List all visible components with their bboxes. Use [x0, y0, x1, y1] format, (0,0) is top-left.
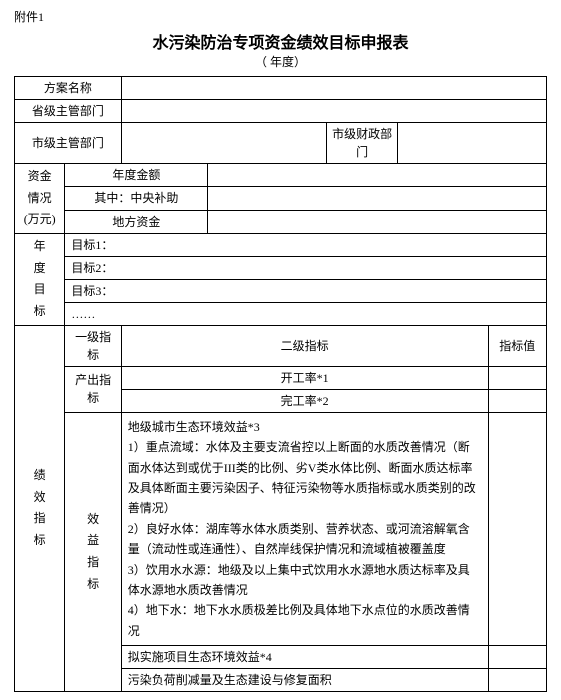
table-row: 方案名称 — [15, 77, 547, 100]
target-1: 目标1： — [65, 233, 547, 256]
performance-label: 绩 效 指 标 — [15, 325, 65, 691]
benefit-indicator-label: 效 益 指 标 — [65, 412, 121, 691]
year-target-char: 年 — [19, 236, 60, 258]
table-row: 效 益 指 标 地级城市生态环境效益*3 1）重点流域：水体及主要支流省控以上断… — [15, 412, 547, 645]
perf-char: 效 — [19, 487, 60, 509]
city-finance-dept-value — [397, 123, 546, 164]
pollution-reduction-value — [488, 669, 547, 692]
benefit-char: 益 — [69, 530, 116, 552]
perf-char: 标 — [19, 530, 60, 552]
level1-header: 一级指标 — [65, 325, 121, 366]
value-header: 指标值 — [488, 325, 547, 366]
project-benefit: 拟实施项目生态环境效益*4 — [121, 646, 488, 669]
finish-rate-value — [488, 389, 547, 412]
fund-label-line: (万元) — [19, 209, 60, 231]
benefit-char: 效 — [69, 509, 116, 531]
table-row: 目标2： — [15, 256, 547, 279]
city-finance-dept-label: 市级财政部门 — [327, 123, 398, 164]
table-row: 产出指标 开工率*1 — [15, 366, 547, 389]
table-row: 省级主管部门 — [15, 100, 547, 123]
level2-header: 二级指标 — [121, 325, 488, 366]
project-benefit-value — [488, 646, 547, 669]
benefit-city-env: 地级城市生态环境效益*3 1）重点流域：水体及主要支流省控以上断面的水质改善情况… — [121, 412, 488, 645]
page-subtitle: （ 年度） — [14, 53, 547, 70]
table-row: 其中：中央补助 — [15, 187, 547, 210]
fund-label-line: 情况 — [19, 188, 60, 210]
city-dept-label: 市级主管部门 — [15, 123, 122, 164]
table-row: 年 度 目 标 目标1： — [15, 233, 547, 256]
city-dept-value — [121, 123, 327, 164]
plan-name-label: 方案名称 — [15, 77, 122, 100]
year-target-char: 目 — [19, 279, 60, 301]
benefit-item-3: 3）饮用水水源：地级及以上集中式饮用水水源地水质达标率及具体水源地水质改善情况 — [128, 560, 482, 601]
province-dept-value — [121, 100, 546, 123]
annual-amount-label: 年度金额 — [65, 164, 208, 187]
start-rate-value — [488, 366, 547, 389]
plan-name-value — [121, 77, 546, 100]
local-fund-label: 地方资金 — [65, 210, 208, 233]
perf-char: 绩 — [19, 465, 60, 487]
start-rate: 开工率*1 — [121, 366, 488, 389]
pollution-reduction: 污染负荷削减量及生态建设与修复面积 — [121, 669, 488, 692]
benefit-city-value — [488, 412, 547, 645]
table-row: 绩 效 指 标 一级指标 二级指标 指标值 — [15, 325, 547, 366]
year-target-label: 年 度 目 标 — [15, 233, 65, 325]
benefit-char: 标 — [69, 574, 116, 596]
declaration-table: 方案名称 省级主管部门 市级主管部门 市级财政部门 资金 情况 (万元) 年度金… — [14, 76, 547, 692]
central-subsidy-value — [208, 187, 547, 210]
perf-char: 指 — [19, 508, 60, 530]
table-row: 市级主管部门 市级财政部门 — [15, 123, 547, 164]
year-target-char: 标 — [19, 301, 60, 323]
fund-label: 资金 情况 (万元) — [15, 164, 65, 234]
target-3: 目标3： — [65, 279, 547, 302]
province-dept-label: 省级主管部门 — [15, 100, 122, 123]
finish-rate: 完工率*2 — [121, 389, 488, 412]
central-subsidy-label: 其中：中央补助 — [65, 187, 208, 210]
local-fund-value — [208, 210, 547, 233]
benefit-header: 地级城市生态环境效益*3 — [128, 417, 482, 437]
annual-amount-value — [208, 164, 547, 187]
table-row: 目标3： — [15, 279, 547, 302]
benefit-item-1: 1）重点流域：水体及主要支流省控以上断面的水质改善情况（断面水体达到或优于III… — [128, 437, 482, 519]
target-more: …… — [65, 302, 547, 325]
table-row: …… — [15, 302, 547, 325]
page-title: 水污染防治专项资金绩效目标申报表 — [14, 29, 547, 53]
benefit-item-2: 2）良好水体：湖库等水体水质类别、营养状态、或河流溶解氧含量（流动性或连通性）、… — [128, 519, 482, 560]
fund-label-line: 资金 — [19, 166, 60, 188]
benefit-item-4: 4）地下水：地下水水质极差比例及具体地下水点位的水质改善情况 — [128, 600, 482, 641]
output-indicator-label: 产出指标 — [65, 366, 121, 412]
target-2: 目标2： — [65, 256, 547, 279]
table-row: 地方资金 — [15, 210, 547, 233]
table-row: 资金 情况 (万元) 年度金额 — [15, 164, 547, 187]
attachment-label: 附件1 — [14, 8, 547, 25]
year-target-char: 度 — [19, 258, 60, 280]
benefit-char: 指 — [69, 552, 116, 574]
